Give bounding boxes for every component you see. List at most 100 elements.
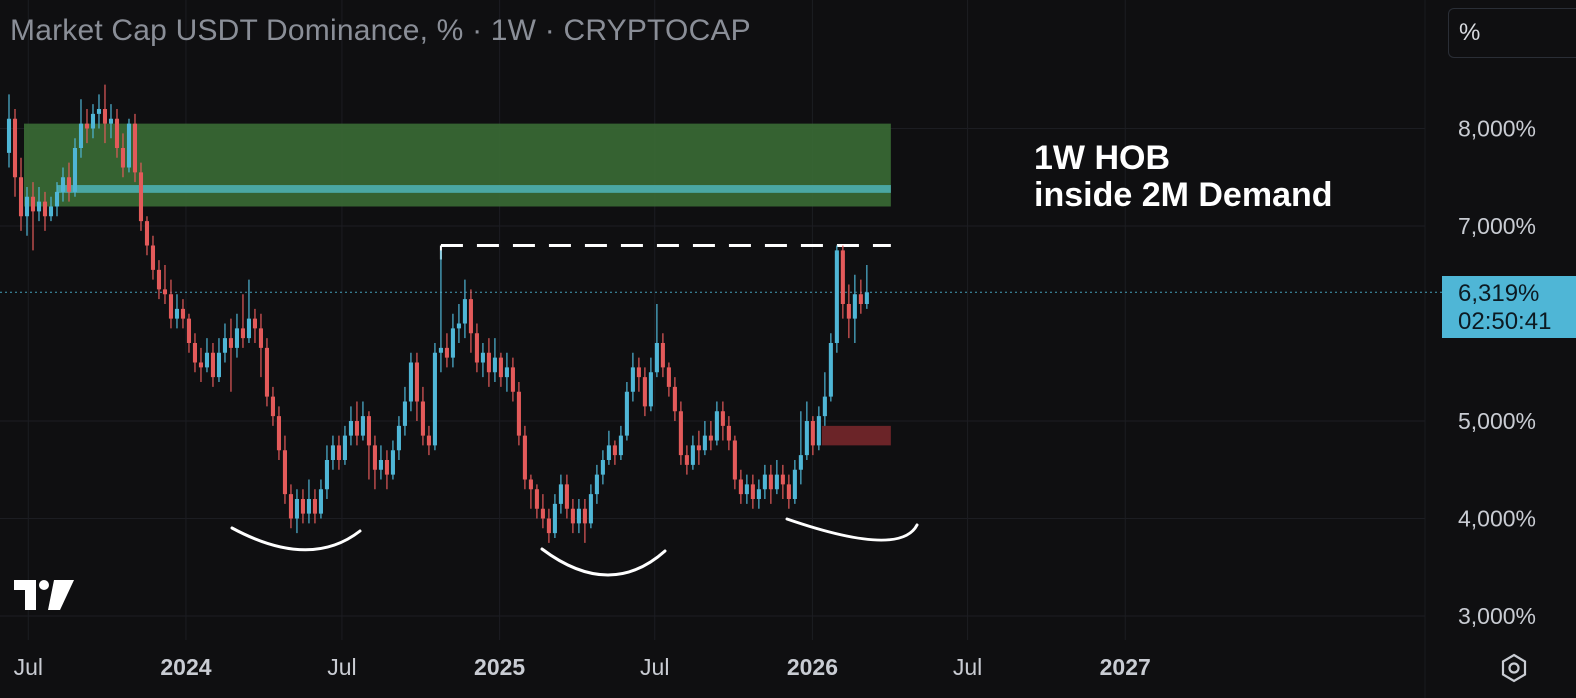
candle-up: [438, 250, 443, 373]
candle-body: [750, 484, 755, 499]
candle-body: [840, 250, 845, 304]
unit-toggle-button[interactable]: %: [1448, 8, 1576, 58]
candle-body: [144, 221, 150, 246]
order-block-red: [821, 425, 891, 446]
candle-body: [804, 421, 809, 456]
candle-body: [300, 499, 305, 514]
candle-body: [336, 445, 341, 460]
candle-body: [216, 352, 222, 378]
candle-down: [414, 352, 419, 421]
candle-body: [258, 328, 263, 348]
annotation-line-1: 1W HOB: [1034, 139, 1170, 177]
candle-body: [36, 201, 42, 212]
candle-up: [174, 294, 180, 329]
candle-down: [708, 421, 713, 451]
candle-body: [240, 328, 246, 339]
candle-body: [768, 474, 773, 490]
x-tick-label: 2027: [1100, 654, 1151, 680]
candle-down: [300, 489, 305, 524]
candle-body: [582, 508, 587, 524]
candle-down: [84, 109, 90, 144]
candle-body: [780, 474, 785, 485]
candle-down: [696, 430, 701, 465]
candle-body: [246, 318, 251, 339]
candle-body: [204, 352, 210, 368]
candle-down: [198, 347, 204, 382]
candle-body: [576, 508, 581, 524]
candle-up: [804, 401, 809, 460]
candle-body: [126, 123, 132, 168]
candle-up: [108, 104, 114, 139]
candle-up: [492, 338, 497, 382]
y-tick-label: 4,000%: [1458, 506, 1536, 532]
candle-up: [216, 338, 222, 382]
candle-body: [504, 367, 509, 378]
candle-down: [150, 235, 156, 280]
candle-body: [738, 479, 743, 495]
candle-body: [282, 450, 287, 495]
candle-up: [60, 167, 66, 202]
candle-body: [684, 455, 689, 465]
candle-body: [66, 177, 72, 192]
candle-body: [24, 196, 30, 217]
candle-down: [366, 411, 371, 480]
y-tick-label: 5,000%: [1458, 408, 1536, 434]
candle-down: [168, 279, 174, 329]
candle-body: [396, 425, 401, 451]
candle-body: [138, 172, 144, 222]
candle-body: [318, 489, 323, 514]
candle-body: [444, 347, 449, 358]
candle-body: [408, 362, 413, 402]
candle-body: [672, 386, 677, 412]
candle-body: [114, 118, 120, 148]
candle-down: [732, 435, 737, 490]
candle-down: [354, 401, 359, 446]
hob-band-1w: [56, 185, 891, 193]
candles-layer: [6, 84, 869, 543]
candle-body: [426, 435, 431, 446]
candle-up: [294, 489, 299, 534]
candle-down: [120, 133, 126, 178]
x-tick-label: 2026: [787, 654, 838, 680]
candle-body: [534, 489, 539, 509]
candle-down: [66, 162, 72, 202]
candle-body: [312, 499, 317, 514]
candle-up: [624, 382, 629, 441]
candle-body: [6, 118, 12, 153]
candle-up: [24, 187, 30, 236]
candle-down: [336, 435, 341, 470]
candle-body: [120, 148, 126, 168]
candle-body: [150, 245, 156, 270]
candle-down: [672, 377, 677, 421]
candle-up: [6, 94, 12, 168]
candle-up: [480, 343, 485, 378]
candle-up: [396, 416, 401, 460]
candle-up: [714, 401, 719, 446]
candle-body: [78, 123, 84, 148]
candle-body: [636, 367, 641, 378]
candle-up: [594, 464, 599, 504]
candle-down: [210, 343, 216, 387]
candle-body: [792, 469, 797, 499]
rounded-bottom-arcs: [230, 517, 919, 577]
candle-body: [192, 343, 198, 363]
y-tick-label: 3,000%: [1458, 603, 1536, 629]
candle-up: [408, 352, 413, 412]
candle-body: [30, 196, 36, 212]
candle-down: [582, 499, 587, 543]
candle-body: [528, 479, 533, 490]
candle-down: [384, 450, 389, 490]
x-axis[interactable]: Jul 2024 Jul 2025 Jul 2026 Jul 2027: [14, 654, 1151, 680]
demand-zone-2m: [23, 123, 891, 207]
candle-down: [840, 245, 845, 319]
candle-down: [522, 425, 527, 490]
candle-down: [468, 289, 473, 353]
current-price-value: 6,319%: [1458, 280, 1540, 307]
settings-gear-icon[interactable]: [1498, 652, 1530, 684]
candle-body: [222, 338, 228, 353]
candle-up: [246, 279, 251, 343]
candle-body: [414, 362, 419, 402]
y-axis[interactable]: 8,000% 7,000% 5,000% 4,000% 3,000%: [1458, 116, 1536, 630]
candle-body: [450, 328, 455, 358]
